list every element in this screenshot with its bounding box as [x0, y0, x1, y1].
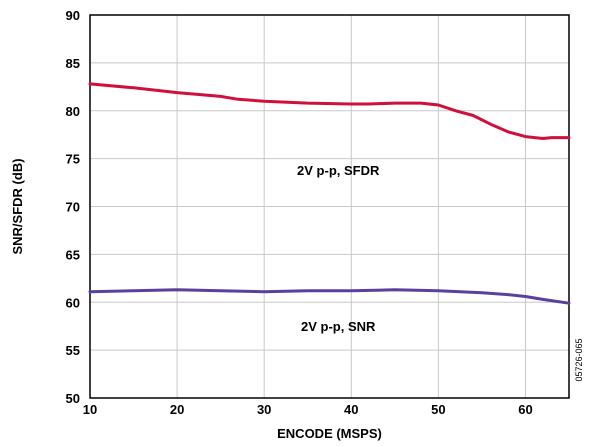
y-tick-label: 55 — [66, 343, 80, 358]
x-tick-label: 10 — [83, 402, 97, 417]
y-tick-label: 60 — [66, 295, 80, 310]
y-tick-label: 80 — [66, 104, 80, 119]
series-lines — [88, 82, 571, 305]
tick-labels: 50 55 60 65 70 75 80 85 90 10 20 30 40 50 60 — [66, 8, 533, 417]
plot-area-frame — [89, 14, 570, 399]
y-tick-label: 85 — [66, 56, 80, 71]
x-tick-label: 50 — [431, 402, 445, 417]
series-label-1: 2V p-p, SNR — [301, 319, 376, 334]
series-line-1 — [88, 288, 571, 305]
x-tick-label: 60 — [518, 402, 532, 417]
x-tick-label: 30 — [257, 402, 271, 417]
x-tick-label: 20 — [170, 402, 184, 417]
series-label-0: 2V p-p, SFDR — [297, 163, 380, 178]
series-labels: 2V p-p, SFDR 2V p-p, SNR — [297, 163, 380, 334]
grid-lines — [90, 15, 569, 398]
y-tick-label: 90 — [66, 8, 80, 23]
y-tick-label: 70 — [66, 200, 80, 215]
series-line-0 — [88, 82, 571, 140]
figure-id: 05726-065 — [574, 338, 584, 381]
x-axis-title: ENCODE (MSPS) — [277, 426, 382, 441]
y-tick-label: 75 — [66, 152, 80, 167]
y-tick-label: 65 — [66, 247, 80, 262]
y-axis-title: SNR/SFDR (dB) — [10, 158, 25, 254]
y-tick-label: 50 — [66, 391, 80, 406]
x-tick-label: 40 — [344, 402, 358, 417]
